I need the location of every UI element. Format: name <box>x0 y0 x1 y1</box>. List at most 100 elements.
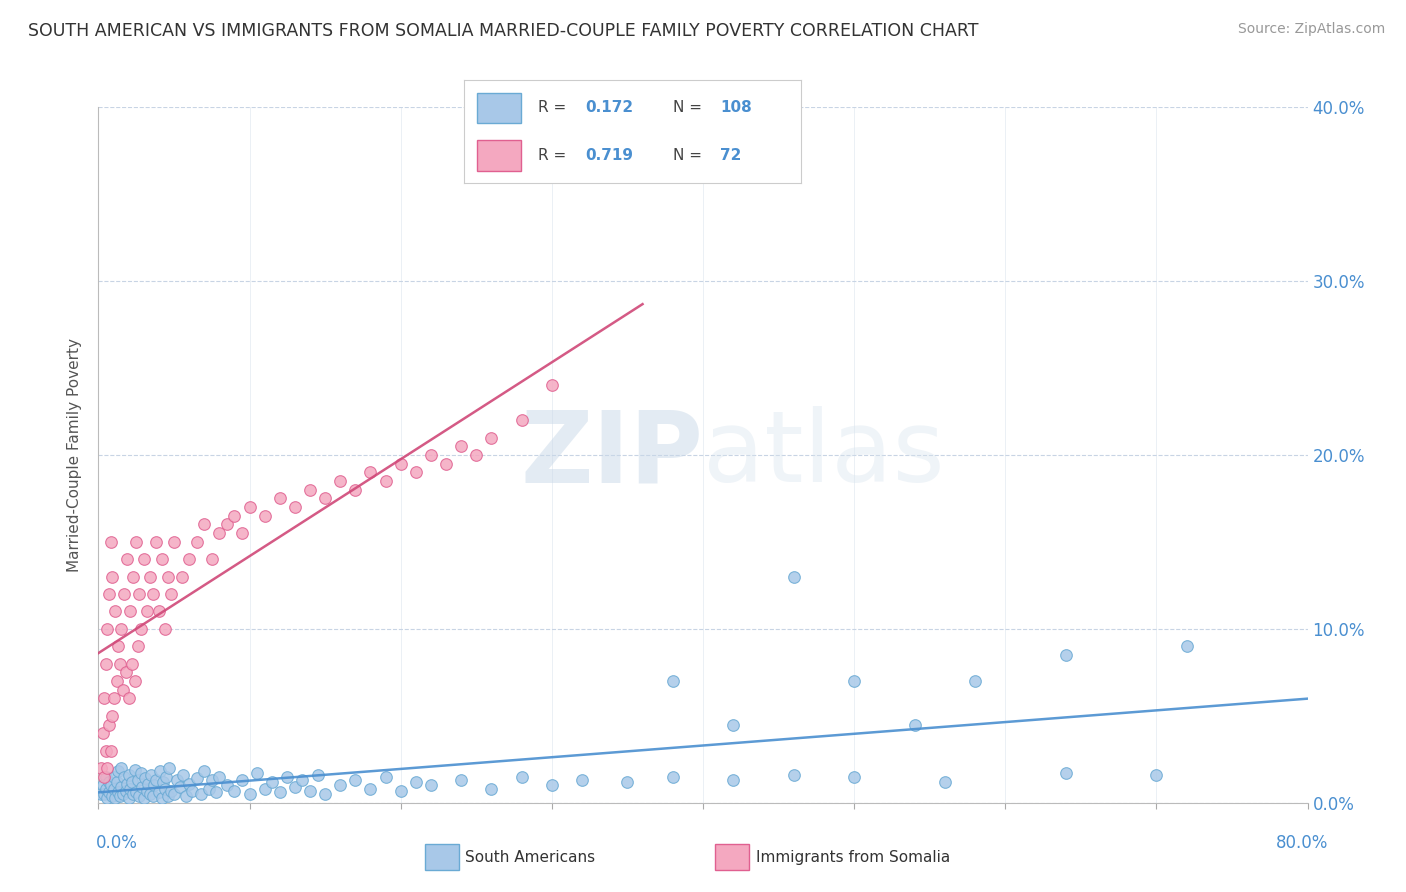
Point <box>215 517 238 532</box>
Bar <box>425 845 458 870</box>
Point <box>163 534 186 549</box>
Text: Source: ZipAtlas.com: Source: ZipAtlas.com <box>1237 22 1385 37</box>
Point <box>150 552 173 566</box>
Point <box>128 587 150 601</box>
Point <box>723 717 745 731</box>
Point <box>174 789 197 803</box>
Point <box>197 781 219 796</box>
Text: atlas: atlas <box>703 407 945 503</box>
Point <box>170 570 193 584</box>
Point <box>262 775 284 789</box>
Point <box>420 448 443 462</box>
Point <box>139 787 162 801</box>
Point <box>135 783 157 797</box>
Point <box>104 790 127 805</box>
Point <box>155 770 177 784</box>
Point <box>110 761 132 775</box>
Point <box>231 773 253 788</box>
Point <box>662 770 685 784</box>
Point <box>142 587 165 601</box>
Point <box>100 744 122 758</box>
Point <box>110 622 132 636</box>
Point <box>201 552 224 566</box>
Point <box>125 534 148 549</box>
Point <box>510 770 533 784</box>
Point <box>269 491 291 506</box>
Point <box>91 726 114 740</box>
Point <box>91 778 114 792</box>
Point <box>101 789 124 803</box>
Point <box>374 474 396 488</box>
Point <box>94 657 117 671</box>
Point <box>125 785 148 799</box>
Point <box>148 785 170 799</box>
Point <box>193 764 215 779</box>
Point <box>111 787 134 801</box>
Point <box>150 790 173 805</box>
Point <box>121 775 143 789</box>
Point <box>124 674 146 689</box>
Point <box>107 639 129 653</box>
Point <box>145 534 167 549</box>
Point <box>571 773 593 788</box>
Point <box>783 570 806 584</box>
Point <box>481 431 503 445</box>
Point <box>179 552 201 566</box>
Point <box>100 534 122 549</box>
Point <box>169 780 191 794</box>
Point <box>142 789 165 803</box>
Point <box>132 790 155 805</box>
Point <box>160 783 183 797</box>
Point <box>120 605 142 619</box>
Point <box>129 622 152 636</box>
Point <box>104 605 127 619</box>
Bar <box>478 93 522 123</box>
Point <box>94 781 117 796</box>
Point <box>143 778 166 792</box>
Point <box>145 773 167 788</box>
Point <box>131 780 153 794</box>
Text: SOUTH AMERICAN VS IMMIGRANTS FROM SOMALIA MARRIED-COUPLE FAMILY POVERTY CORRELAT: SOUTH AMERICAN VS IMMIGRANTS FROM SOMALI… <box>28 22 979 40</box>
Point <box>127 773 149 788</box>
Point <box>172 768 194 782</box>
Y-axis label: Married-Couple Family Poverty: Married-Couple Family Poverty <box>67 338 83 572</box>
Point <box>344 773 367 788</box>
Point <box>128 789 150 803</box>
Point <box>115 777 138 791</box>
Point <box>114 783 136 797</box>
Point <box>269 785 291 799</box>
Text: R =: R = <box>538 148 571 162</box>
Point <box>141 768 163 782</box>
Point <box>132 552 155 566</box>
Point <box>389 457 412 471</box>
Point <box>405 775 427 789</box>
Point <box>208 770 231 784</box>
Point <box>136 777 159 791</box>
Point <box>148 605 170 619</box>
Point <box>662 674 685 689</box>
Text: Immigrants from Somalia: Immigrants from Somalia <box>755 850 950 864</box>
Point <box>284 780 307 794</box>
Point <box>118 790 141 805</box>
Point <box>101 708 124 723</box>
Point <box>540 778 562 792</box>
Point <box>96 761 118 775</box>
Text: ZIP: ZIP <box>520 407 703 503</box>
Point <box>114 665 136 680</box>
Point <box>1054 648 1077 662</box>
Bar <box>716 845 749 870</box>
Point <box>344 483 367 497</box>
Point <box>405 466 427 480</box>
Point <box>934 775 956 789</box>
Point <box>193 517 215 532</box>
Point <box>107 785 129 799</box>
Point <box>190 787 212 801</box>
Point <box>1054 766 1077 780</box>
Text: 80.0%: 80.0% <box>1277 834 1329 852</box>
Point <box>108 657 131 671</box>
Point <box>96 622 118 636</box>
Point <box>208 526 231 541</box>
Point <box>93 691 115 706</box>
Point <box>215 778 238 792</box>
Point <box>276 770 298 784</box>
